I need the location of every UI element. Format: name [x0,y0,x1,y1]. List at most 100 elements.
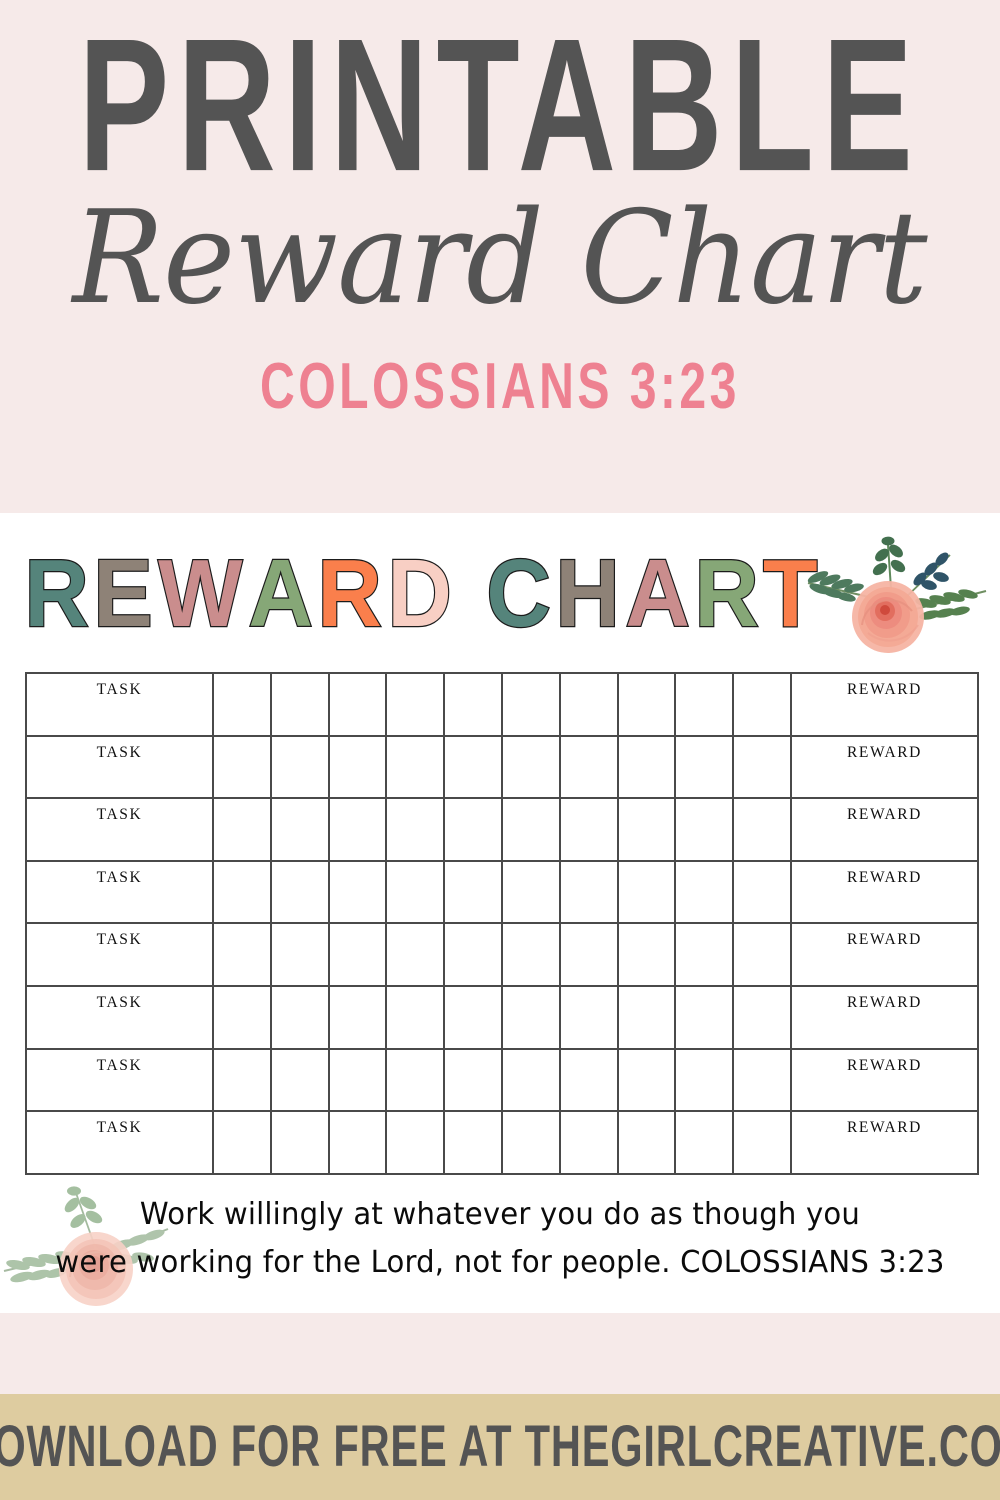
reward-cell[interactable]: REWARD [789,1047,979,1113]
check-cell[interactable] [443,672,503,737]
check-cell[interactable] [212,922,272,987]
reward-cell[interactable]: REWARD [789,797,979,862]
check-cell[interactable] [385,1110,446,1175]
table-row[interactable]: TASK REWARD [25,984,979,1050]
check-cell[interactable] [674,797,735,862]
check-cell[interactable] [732,672,792,737]
check-cell[interactable] [212,859,272,925]
check-cell[interactable] [674,922,735,987]
check-cell[interactable] [732,859,792,925]
check-cell[interactable] [385,859,446,925]
footer-download-text[interactable]: DOWNLOAD FOR FREE AT THEGIRLCREATIVE.COM [0,1414,1000,1480]
check-cell[interactable] [558,797,619,862]
reward-cell[interactable]: REWARD [789,859,979,925]
check-cell[interactable] [327,797,388,862]
check-cell[interactable] [558,859,619,925]
check-cell[interactable] [443,797,503,862]
check-cell[interactable] [674,1047,735,1113]
task-cell[interactable]: TASK [25,672,214,737]
check-cell[interactable] [500,1110,561,1175]
check-cell[interactable] [443,734,503,800]
table-row[interactable]: TASK REWARD [25,734,979,800]
task-cell[interactable]: TASK [25,797,214,862]
reward-cell[interactable]: REWARD [789,1110,979,1175]
check-cell[interactable] [732,922,792,987]
check-cell[interactable] [732,797,792,862]
check-cell[interactable] [212,672,272,737]
check-cell[interactable] [674,1110,735,1175]
check-cell[interactable] [443,859,503,925]
check-cell[interactable] [269,1110,330,1175]
table-row[interactable]: TASK REWARD [25,922,979,987]
check-cell[interactable] [732,734,792,800]
check-cell[interactable] [269,734,330,800]
check-cell[interactable] [327,1110,388,1175]
table-row[interactable]: TASK REWARD [25,797,979,862]
check-cell[interactable] [616,734,677,800]
check-cell[interactable] [212,1047,272,1113]
check-cell[interactable] [327,984,388,1050]
check-cell[interactable] [616,672,677,737]
task-cell[interactable]: TASK [25,922,214,987]
check-cell[interactable] [674,859,735,925]
check-cell[interactable] [212,734,272,800]
check-cell[interactable] [269,922,330,987]
check-cell[interactable] [500,922,561,987]
table-row[interactable]: TASK REWARD [25,672,979,737]
check-cell[interactable] [616,1047,677,1113]
check-cell[interactable] [732,984,792,1050]
table-row[interactable]: TASK REWARD [25,1047,979,1113]
check-cell[interactable] [385,797,446,862]
check-cell[interactable] [327,734,388,800]
reward-cell[interactable]: REWARD [789,922,979,987]
reward-cell[interactable]: REWARD [789,734,979,800]
check-cell[interactable] [500,672,561,737]
reward-cell[interactable]: REWARD [789,984,979,1050]
check-cell[interactable] [558,1047,619,1113]
check-cell[interactable] [443,984,503,1050]
check-cell[interactable] [732,1047,792,1113]
check-cell[interactable] [558,672,619,737]
task-cell[interactable]: TASK [25,1047,214,1113]
reward-cell[interactable]: REWARD [789,672,979,737]
check-cell[interactable] [500,734,561,800]
check-cell[interactable] [616,1110,677,1175]
check-cell[interactable] [616,859,677,925]
reward-chart-table[interactable]: TASK REWARD TASK REWARD [25,672,979,1175]
check-cell[interactable] [385,984,446,1050]
check-cell[interactable] [385,734,446,800]
check-cell[interactable] [269,859,330,925]
check-cell[interactable] [385,672,446,737]
check-cell[interactable] [327,1047,388,1113]
table-row[interactable]: TASK REWARD [25,1110,979,1175]
check-cell[interactable] [212,984,272,1050]
check-cell[interactable] [269,984,330,1050]
check-cell[interactable] [616,984,677,1050]
table-row[interactable]: TASK REWARD [25,859,979,925]
check-cell[interactable] [269,672,330,737]
task-cell[interactable]: TASK [25,859,214,925]
task-cell[interactable]: TASK [25,984,214,1050]
check-cell[interactable] [327,859,388,925]
check-cell[interactable] [269,1047,330,1113]
check-cell[interactable] [674,672,735,737]
task-cell[interactable]: TASK [25,734,214,800]
check-cell[interactable] [385,922,446,987]
check-cell[interactable] [500,984,561,1050]
task-cell[interactable]: TASK [25,1110,214,1175]
check-cell[interactable] [500,1047,561,1113]
check-cell[interactable] [558,984,619,1050]
check-cell[interactable] [385,1047,446,1113]
check-cell[interactable] [500,797,561,862]
check-cell[interactable] [732,1110,792,1175]
check-cell[interactable] [327,672,388,737]
check-cell[interactable] [558,1110,619,1175]
check-cell[interactable] [443,1047,503,1113]
check-cell[interactable] [616,922,677,987]
check-cell[interactable] [558,734,619,800]
check-cell[interactable] [443,922,503,987]
check-cell[interactable] [269,797,330,862]
check-cell[interactable] [500,859,561,925]
check-cell[interactable] [674,734,735,800]
check-cell[interactable] [327,922,388,987]
